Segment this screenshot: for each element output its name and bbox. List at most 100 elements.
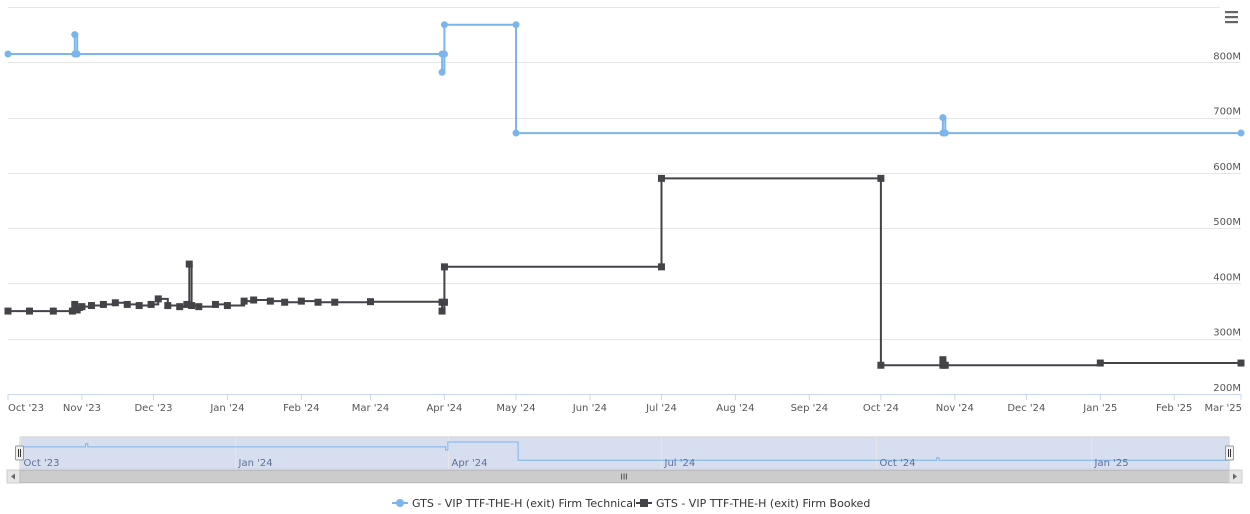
data-point-square[interactable] [123,300,131,308]
data-point-square[interactable] [281,298,289,306]
data-point-square[interactable] [877,174,885,182]
data-point-circle[interactable] [71,31,79,39]
navigator-series-line [20,441,1229,461]
data-point-circle[interactable] [438,68,446,76]
data-point-square[interactable] [135,302,143,310]
navigator-selected-range[interactable] [20,437,1229,469]
x-tick-label: Oct '24 [863,403,899,414]
legend-label-booked[interactable]: GTS - VIP TTF-THE-H (exit) Firm Booked [656,497,870,510]
legend-item-technical[interactable]: GTS - VIP TTF-THE-H (exit) Firm Technica… [392,497,636,510]
data-point-square[interactable] [176,303,184,311]
x-tick-label: Nov '24 [936,403,974,414]
legend-circle-icon [396,499,404,507]
y-tick-label: 300M [1213,328,1241,339]
data-point-square[interactable] [183,300,191,308]
legend: GTS - VIP TTF-THE-H (exit) Firm Technica… [392,497,870,510]
series-line[interactable] [8,177,1241,367]
data-point-square[interactable] [4,307,12,315]
data-point-circle[interactable] [440,21,448,29]
navigator-tick-label: Jul '24 [664,458,696,469]
series-line[interactable] [8,23,1241,135]
data-point-square[interactable] [440,263,448,271]
data-point-square[interactable] [657,263,665,271]
data-point-square[interactable] [147,300,155,308]
data-point-square[interactable] [941,361,949,369]
data-point-square[interactable] [440,298,448,306]
navigator-tick-label: Jan '25 [1094,458,1129,469]
scrollbar-grip: III [620,473,627,482]
navigator-tick-label: Jan '24 [238,458,273,469]
data-point-circle[interactable] [440,50,448,58]
data-point-square[interactable] [266,297,274,305]
data-point-square[interactable] [87,302,95,310]
chart-menu-button[interactable] [1220,6,1242,28]
legend-square-icon [640,499,648,507]
data-point-circle[interactable] [512,21,520,29]
x-tick-label: Aug '24 [716,403,754,414]
data-point-square[interactable] [223,302,231,310]
x-tick-label: Jan '24 [209,403,244,414]
data-point-square[interactable] [211,300,219,308]
data-point-square[interactable] [25,307,33,315]
x-tick-label: Sep '24 [791,403,829,414]
data-point-square[interactable] [49,307,57,315]
data-point-square[interactable] [297,297,305,305]
data-point-square[interactable] [154,295,162,303]
data-point-square[interactable] [185,260,193,268]
scrollbar[interactable]: III [6,469,1243,484]
data-point-square[interactable] [111,299,119,307]
series-booked[interactable] [4,174,1245,369]
navigator-labels: Oct '23 Jan '24 Apr '24 Jul '24 Oct '24 Jan '… [24,458,1129,469]
x-tick-label: Dec '24 [1007,403,1045,414]
navigator-tick-label: Apr '24 [452,458,488,469]
data-point-square[interactable] [438,307,446,315]
navigator-tick-label: Oct '23 [24,458,60,469]
grid-lines [8,7,1241,395]
x-tick-label: Apr '24 [426,403,462,414]
navigator-handle-right[interactable] [1225,445,1234,461]
y-tick-label: 800M [1213,51,1241,62]
data-point-square[interactable] [68,307,76,315]
legend-item-booked[interactable]: GTS - VIP TTF-THE-H (exit) Firm Booked [636,497,870,510]
data-point-circle[interactable] [73,50,81,58]
data-point-square[interactable] [939,356,947,364]
data-point-square[interactable] [240,297,248,305]
data-point-square[interactable] [195,303,203,311]
y-tick-label: 200M [1213,383,1241,394]
scroll-left-arrow-icon [11,473,15,480]
data-point-square[interactable] [1237,359,1245,367]
data-point-square[interactable] [99,300,107,308]
x-tick-label: Jan '25 [1082,403,1117,414]
data-point-square[interactable] [657,174,665,182]
data-point-circle[interactable] [1237,129,1245,137]
y-tick-label: 600M [1213,162,1241,173]
data-point-square[interactable] [78,303,86,311]
data-point-square[interactable] [250,296,258,304]
data-point-circle[interactable] [939,114,947,122]
data-point-square[interactable] [331,298,339,306]
navigator-handle-left[interactable] [15,445,24,461]
data-point-square[interactable] [71,300,79,308]
plot-area[interactable] [4,21,1245,369]
x-tick-label: Feb '25 [1156,403,1192,414]
data-point-circle[interactable] [4,50,12,58]
data-point-square[interactable] [1096,359,1104,367]
legend-label-technical[interactable]: GTS - VIP TTF-THE-H (exit) Firm Technica… [412,497,636,510]
x-tick-label: Oct '23 [8,403,44,414]
navigator[interactable]: Oct '23 Jan '24 Apr '24 Jul '24 Oct '24 Jan '… [15,436,1234,470]
data-point-square[interactable] [164,302,172,310]
x-tick-label: May '24 [496,403,535,414]
data-point-square[interactable] [73,306,81,314]
data-point-square[interactable] [188,302,196,310]
data-point-square[interactable] [877,361,885,369]
data-point-circle[interactable] [512,129,520,137]
x-tick-label: Jul '24 [645,403,677,414]
x-tick-label: Mar '24 [352,403,390,414]
data-point-square[interactable] [314,298,322,306]
hamburger-menu-icon[interactable] [1225,11,1238,24]
data-point-circle[interactable] [941,129,949,137]
y-axis-labels: 200M 300M 400M 500M 600M 700M 800M [1213,51,1241,394]
data-point-square[interactable] [367,298,375,306]
y-tick-label: 700M [1213,107,1241,118]
series-technical[interactable] [4,21,1245,137]
